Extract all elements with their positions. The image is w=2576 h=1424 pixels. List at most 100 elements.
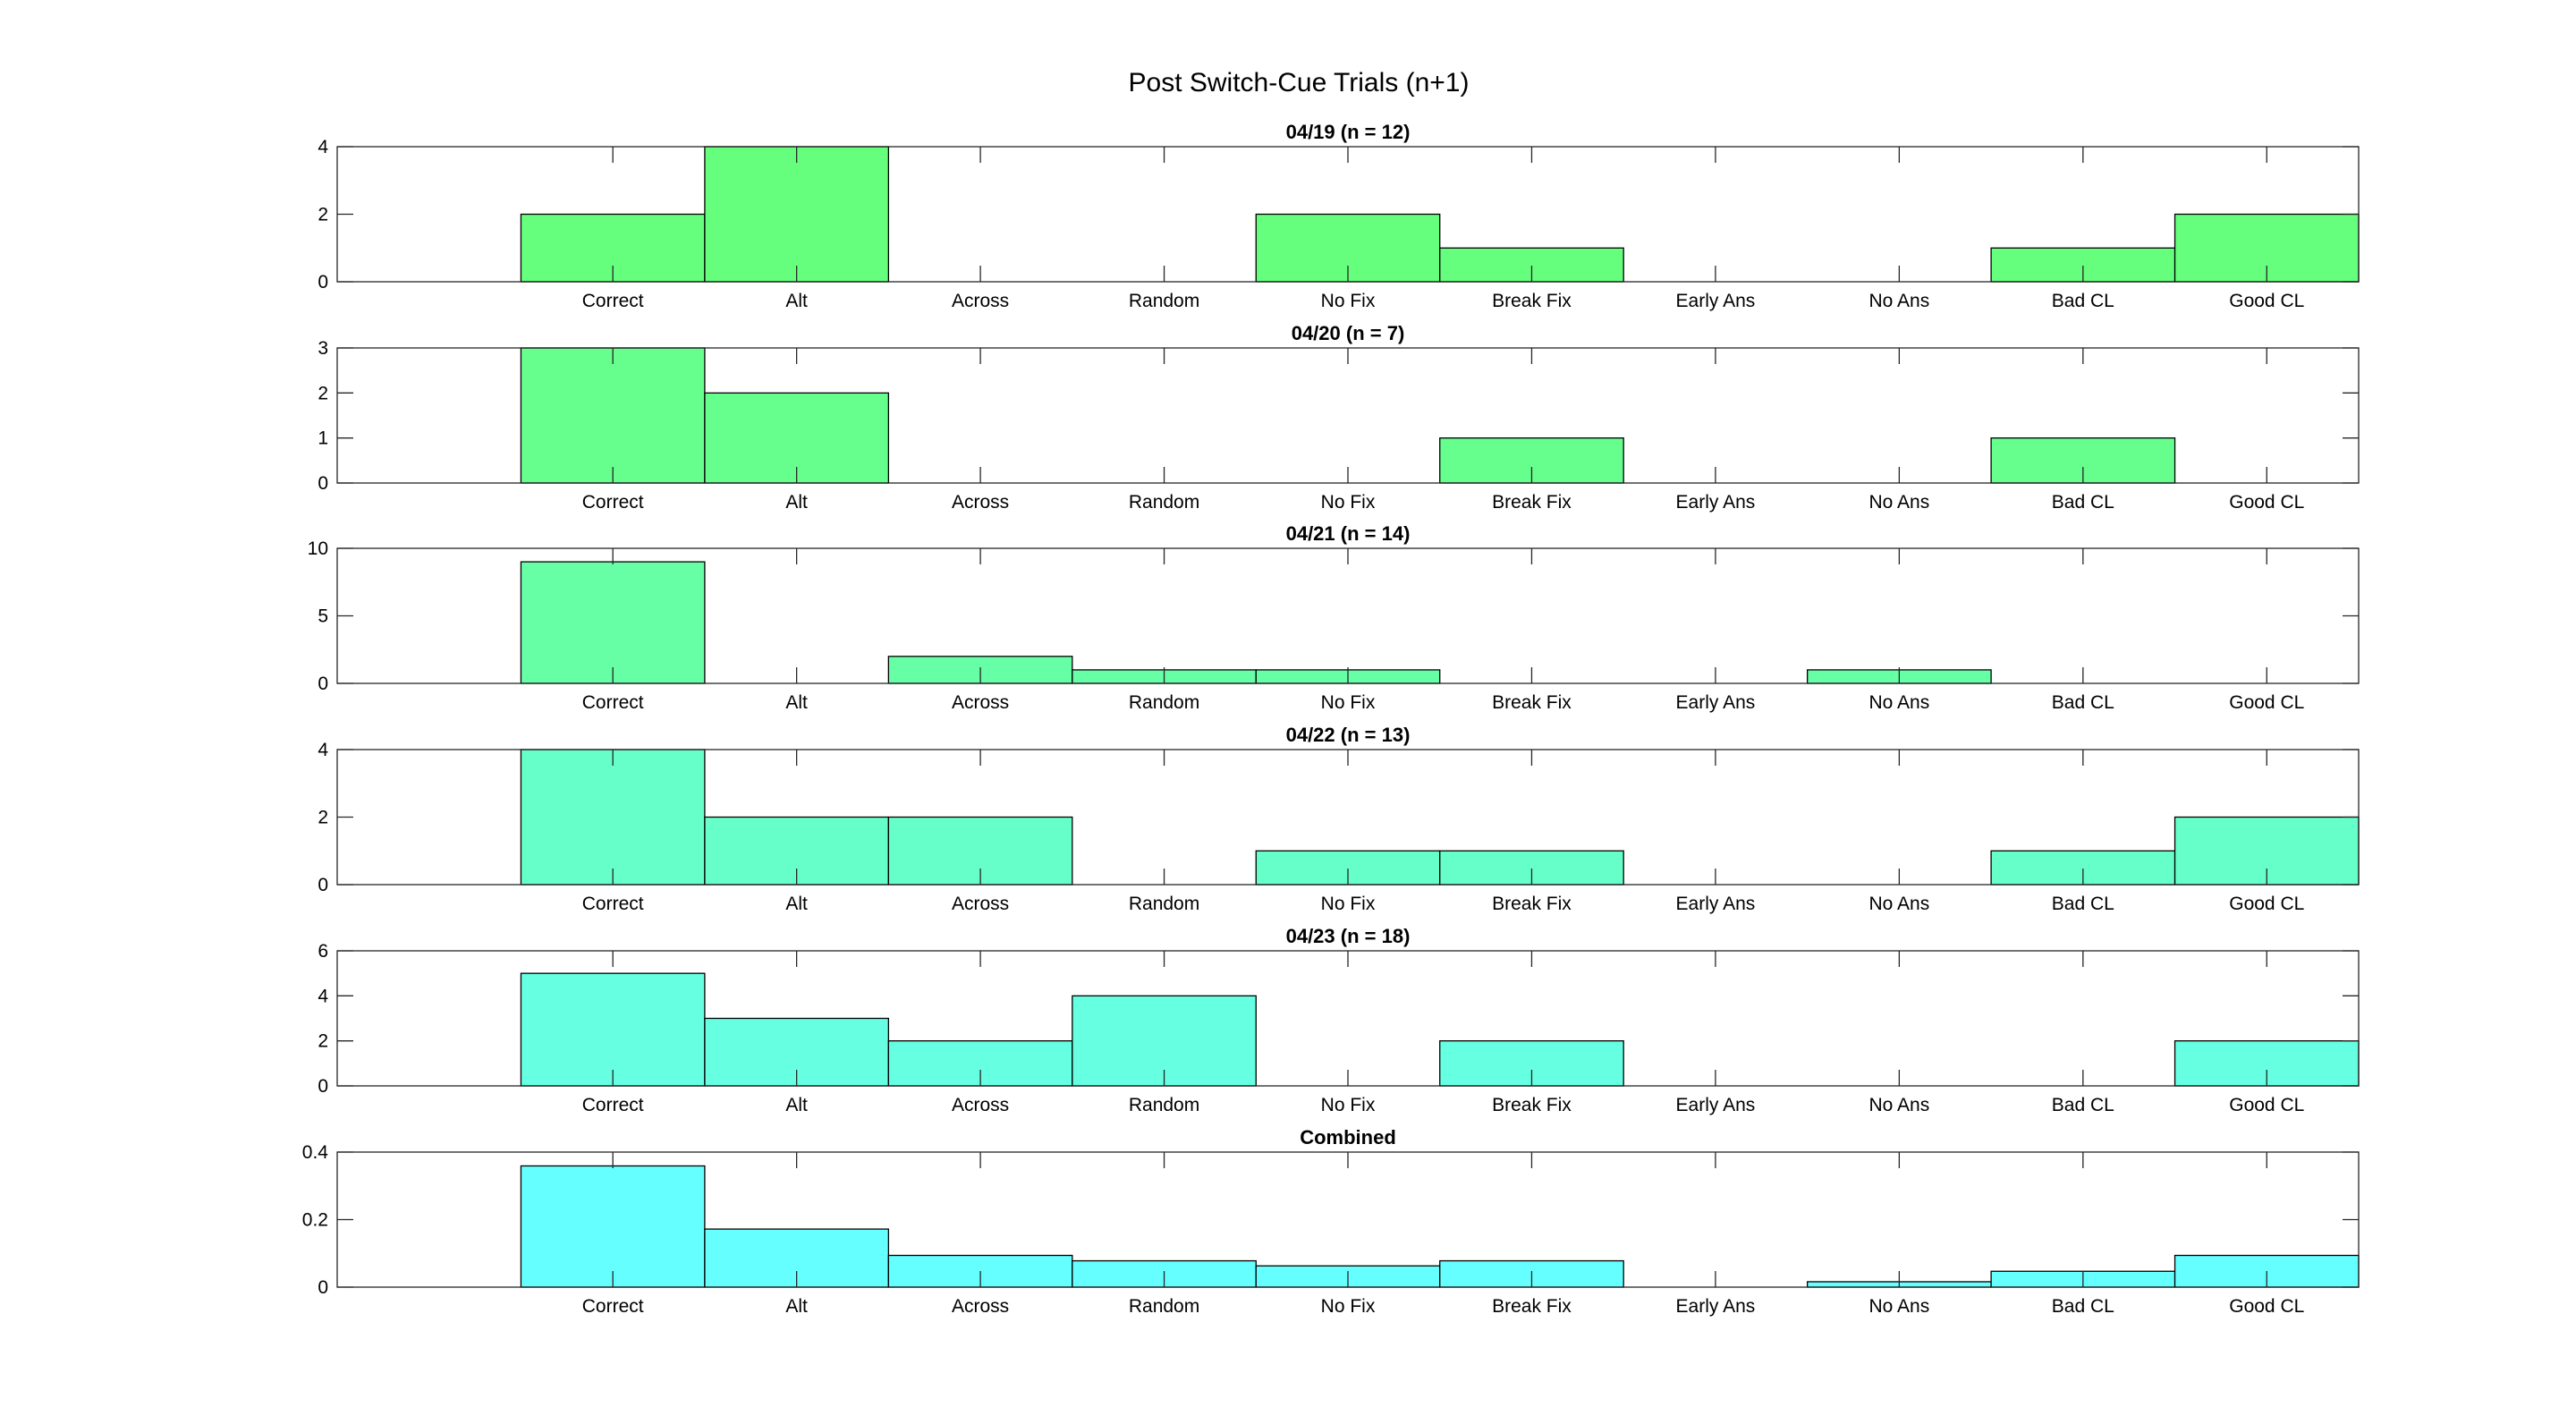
- subplot-title: 04/19 (n = 12): [1286, 121, 1411, 143]
- x-tick-label: Good CL: [2229, 692, 2304, 713]
- x-tick-label: Correct: [582, 692, 644, 713]
- x-tick-label: No Fix: [1321, 894, 1376, 914]
- subplot-1: 04/19 (n = 12) Correct Alt Across Random No F…: [318, 121, 2360, 311]
- x-tick-label: Across: [952, 291, 1009, 311]
- y-tick-label: 1: [318, 428, 328, 449]
- subplot-4: 04/22 (n = 13) Correct Alt Across Random No F…: [318, 724, 2360, 914]
- y-tick-label: 4: [318, 137, 328, 157]
- x-tick-label: Alt: [785, 692, 808, 713]
- x-tick-label: No Fix: [1321, 492, 1376, 513]
- x-tick-label: Bad CL: [2052, 894, 2114, 914]
- x-tick-label: Random: [1129, 1296, 1199, 1317]
- x-tick-label: No Fix: [1321, 1296, 1376, 1317]
- bar-correct: [520, 561, 706, 684]
- x-tick-label: Bad CL: [2052, 692, 2114, 713]
- x-tick-label: Across: [952, 894, 1009, 914]
- x-tick-label: Across: [952, 692, 1009, 713]
- x-tick-label: No Ans: [1869, 492, 1930, 513]
- x-tick-label: Break Fix: [1492, 692, 1572, 713]
- y-tick-label: 5: [318, 606, 328, 627]
- x-tick-label: No Ans: [1869, 692, 1930, 713]
- x-tick-label: Correct: [582, 492, 644, 513]
- x-tick-label: Good CL: [2229, 1095, 2304, 1115]
- x-tick-label: Random: [1129, 692, 1199, 713]
- x-tick-label: No Fix: [1321, 291, 1376, 311]
- y-tick-label: 0: [318, 674, 328, 694]
- bar-correct: [520, 1165, 706, 1288]
- x-tick-label: Break Fix: [1492, 1296, 1572, 1317]
- x-tick-label: Early Ans: [1676, 894, 1756, 914]
- y-tick-label: 2: [318, 383, 328, 403]
- x-tick-label: No Fix: [1321, 692, 1376, 713]
- y-tick-label: 0: [318, 272, 328, 292]
- x-tick-label: Good CL: [2229, 1296, 2304, 1317]
- x-tick-label: Alt: [785, 1296, 808, 1317]
- subplot-5: 04/23 (n = 18) Correct Alt Across Random No F…: [318, 925, 2360, 1115]
- subplot-panels: 04/19 (n = 12) Correct Alt Across Random No F…: [302, 121, 2360, 1317]
- x-tick-label: Across: [952, 1296, 1009, 1317]
- x-tick-label: Break Fix: [1492, 291, 1572, 311]
- bar-alt: [704, 146, 890, 283]
- y-tick-label: 4: [318, 740, 328, 760]
- y-tick-label: 0: [318, 1277, 328, 1298]
- figure-title: Post Switch-Cue Trials (n+1): [1129, 68, 1470, 97]
- y-tick-label: 2: [318, 808, 328, 828]
- x-tick-label: Early Ans: [1676, 692, 1756, 713]
- x-tick-label: Correct: [582, 894, 644, 914]
- y-tick-label: 0: [318, 1076, 328, 1097]
- x-tick-label: Alt: [785, 492, 808, 513]
- x-tick-label: Early Ans: [1676, 492, 1756, 513]
- x-tick-label: Break Fix: [1492, 492, 1572, 513]
- x-tick-label: Good CL: [2229, 291, 2304, 311]
- x-tick-label: Alt: [785, 291, 808, 311]
- subplot-3: 04/21 (n = 14) Correct Alt Across Random No F…: [308, 522, 2360, 713]
- x-tick-label: Random: [1129, 492, 1199, 513]
- x-tick-label: No Ans: [1869, 894, 1930, 914]
- x-tick-label: Bad CL: [2052, 1095, 2114, 1115]
- x-tick-label: Early Ans: [1676, 1296, 1756, 1317]
- x-tick-label: Alt: [785, 1095, 808, 1115]
- bar-correct: [520, 749, 706, 886]
- x-tick-label: Random: [1129, 1095, 1199, 1115]
- y-tick-label: 4: [318, 986, 328, 1006]
- x-tick-label: Correct: [582, 1296, 644, 1317]
- subplot-title: 04/21 (n = 14): [1286, 522, 1411, 545]
- x-tick-label: Good CL: [2229, 492, 2304, 513]
- x-tick-label: Bad CL: [2052, 291, 2114, 311]
- y-tick-label: 2: [318, 1031, 328, 1052]
- x-tick-label: Break Fix: [1492, 1095, 1572, 1115]
- subplot-2: 04/20 (n = 7) Correct Alt Across Random No Fi…: [318, 322, 2360, 513]
- y-tick-label: 3: [318, 338, 328, 359]
- y-tick-label: 10: [308, 538, 328, 559]
- bar-correct: [520, 972, 706, 1087]
- x-tick-label: Alt: [785, 894, 808, 914]
- subplot-title: 04/22 (n = 13): [1286, 724, 1411, 746]
- x-tick-label: Good CL: [2229, 894, 2304, 914]
- y-tick-label: 0.2: [302, 1210, 328, 1231]
- x-tick-label: Correct: [582, 291, 644, 311]
- y-tick-label: 0: [318, 473, 328, 494]
- x-tick-label: Early Ans: [1676, 291, 1756, 311]
- subplot-title: Combined: [1300, 1126, 1396, 1149]
- bar-good-cl: [2174, 816, 2360, 886]
- x-tick-label: Random: [1129, 894, 1199, 914]
- y-tick-label: 0.4: [302, 1142, 329, 1163]
- y-tick-label: 6: [318, 941, 328, 962]
- bar-break-fix: [1439, 247, 1624, 283]
- subplot-title: 04/23 (n = 18): [1286, 925, 1411, 947]
- y-tick-label: 0: [318, 875, 328, 895]
- x-tick-label: Across: [952, 492, 1009, 513]
- x-tick-label: No Ans: [1869, 291, 1930, 311]
- x-tick-label: Across: [952, 1095, 1009, 1115]
- x-tick-label: Correct: [582, 1095, 644, 1115]
- x-tick-label: Break Fix: [1492, 894, 1572, 914]
- x-tick-label: Bad CL: [2052, 492, 2114, 513]
- bar-correct: [520, 347, 706, 484]
- x-tick-label: No Fix: [1321, 1095, 1376, 1115]
- x-tick-label: No Ans: [1869, 1296, 1930, 1317]
- x-tick-label: Random: [1129, 291, 1199, 311]
- x-tick-label: No Ans: [1869, 1095, 1930, 1115]
- x-tick-label: Early Ans: [1676, 1095, 1756, 1115]
- x-tick-label: Bad CL: [2052, 1296, 2114, 1317]
